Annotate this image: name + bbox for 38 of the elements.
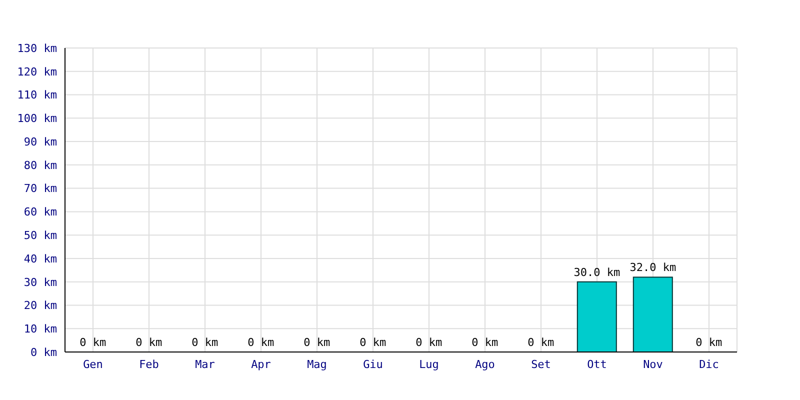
- x-tick-label: Feb: [139, 358, 159, 371]
- x-tick-label: Gen: [83, 358, 103, 371]
- y-tick-label: 110 km: [17, 88, 58, 102]
- x-tick-label: Ago: [475, 358, 495, 371]
- data-label: 30.0 km: [574, 266, 620, 279]
- data-label: 0 km: [696, 336, 723, 349]
- data-label: 0 km: [192, 336, 219, 349]
- data-label: 0 km: [360, 336, 387, 349]
- y-tick-label: 50 km: [24, 228, 58, 242]
- y-tick-label: 0 km: [30, 346, 58, 359]
- y-tick-label: 70 km: [24, 182, 58, 196]
- data-label: 0 km: [136, 336, 163, 349]
- data-label: 0 km: [472, 336, 499, 349]
- y-tick-label: 40 km: [24, 252, 58, 266]
- y-tick-label: 80 km: [24, 158, 58, 172]
- y-tick-label: 130 km: [17, 42, 58, 55]
- data-label: 0 km: [528, 336, 555, 349]
- data-label: 32.0 km: [630, 261, 676, 274]
- x-tick-label: Mar: [195, 358, 216, 371]
- data-label: 0 km: [248, 336, 275, 349]
- x-tick-label: Giu: [363, 358, 383, 371]
- y-tick-label: 10 km: [24, 322, 58, 336]
- y-tick-label: 20 km: [24, 299, 58, 312]
- y-tick-label: 30 km: [24, 276, 58, 289]
- x-tick-label: Set: [531, 358, 551, 371]
- x-tick-label: Mag: [307, 358, 327, 371]
- x-tick-label: Lug: [419, 358, 439, 371]
- data-label: 0 km: [80, 336, 107, 349]
- data-label: 0 km: [416, 336, 443, 349]
- y-tick-label: 120 km: [17, 65, 58, 78]
- data-label: 0 km: [304, 336, 331, 349]
- y-tick-label: 100 km: [17, 112, 58, 126]
- x-tick-label: Nov: [643, 358, 664, 371]
- x-tick-label: Ott: [587, 358, 607, 371]
- y-tick-label: 60 km: [24, 206, 58, 219]
- y-tick-label: 90 km: [24, 135, 58, 148]
- x-tick-label: Apr: [251, 358, 272, 371]
- x-tick-label: Dic: [699, 358, 719, 371]
